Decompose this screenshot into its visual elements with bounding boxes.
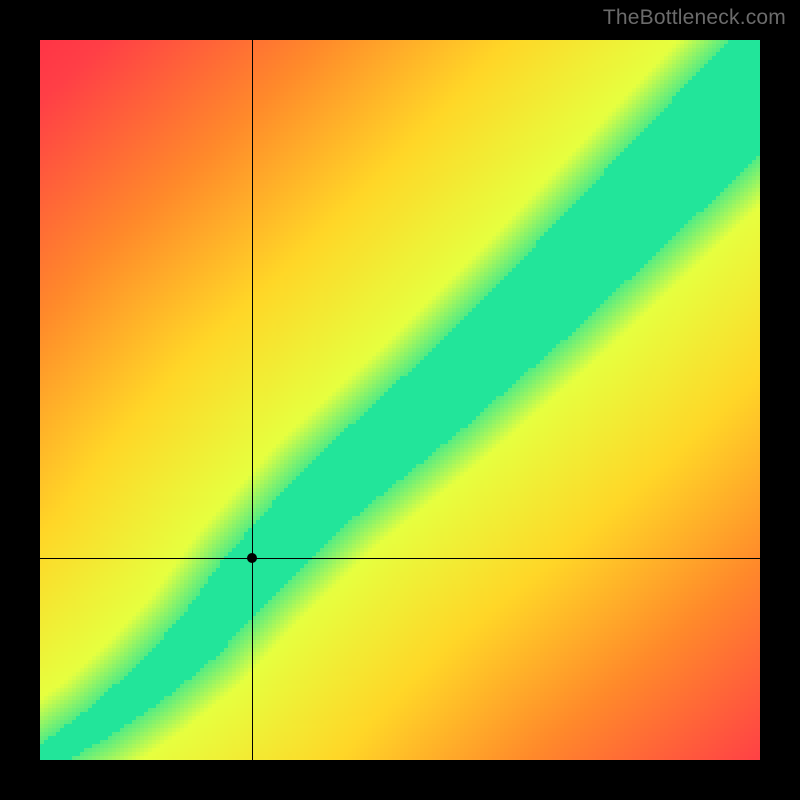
heatmap-canvas (40, 40, 760, 760)
crosshair-horizontal (40, 558, 760, 559)
crosshair-marker (247, 553, 257, 563)
crosshair-vertical (252, 40, 253, 760)
watermark-text: TheBottleneck.com (603, 6, 786, 30)
bottleneck-heatmap (40, 40, 760, 760)
